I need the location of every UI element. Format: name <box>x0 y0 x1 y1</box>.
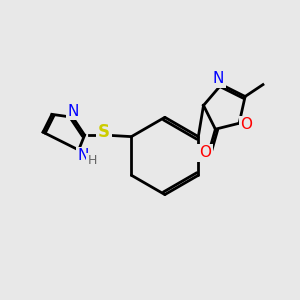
Text: O: O <box>241 117 253 132</box>
Text: N: N <box>77 148 89 164</box>
Text: H: H <box>87 154 97 167</box>
Text: O: O <box>199 146 211 160</box>
Text: N: N <box>213 71 224 86</box>
Text: N: N <box>67 104 78 119</box>
Text: S: S <box>98 123 110 141</box>
